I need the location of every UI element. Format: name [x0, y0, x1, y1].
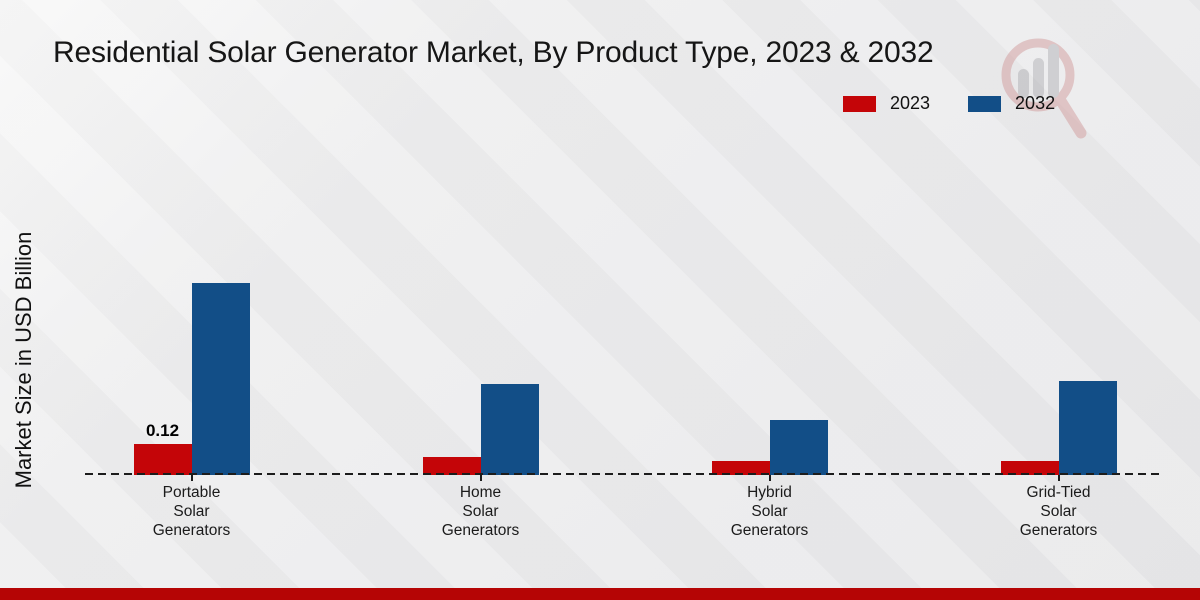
bar-2032 [769, 420, 828, 475]
axis-tick [190, 475, 193, 481]
bar-2032 [1058, 381, 1117, 475]
legend: 2023 2032 [843, 93, 1055, 114]
magnifier-lens-icon [1001, 38, 1075, 112]
magnifier-handle-icon [1055, 95, 1087, 139]
category-label: Grid-Tied Solar Generators [1019, 484, 1098, 539]
x-axis-dashed-line [85, 473, 1163, 475]
legend-swatch [843, 95, 876, 112]
legend-item-2023: 2023 [843, 93, 930, 114]
axis-tick [479, 475, 482, 481]
legend-swatch [968, 95, 1002, 112]
category-label: Hybrid Solar Generators [730, 484, 809, 539]
bar-2023: 0.12 [133, 421, 192, 475]
legend-label: 2032 [1015, 93, 1056, 113]
bar-2023 [711, 461, 770, 475]
y-axis-label: Market Size in USD Billion [11, 231, 36, 489]
bar-value-label: 0.12 [145, 421, 180, 440]
bar-2032 [480, 384, 539, 475]
axis-tick [768, 475, 771, 481]
bar-2032 [191, 283, 250, 475]
axis-tick [1057, 475, 1060, 481]
legend-label: 2023 [890, 93, 931, 113]
category-label: Home Solar Generators [441, 484, 520, 539]
bar-2023 [1000, 461, 1059, 475]
watermark-magnifier-logo [1001, 38, 1087, 139]
logo-bar-medium-icon [1033, 58, 1044, 98]
footer-stripe [0, 588, 1200, 600]
logo-bar-large-icon [1048, 44, 1059, 98]
logo-bar-small-icon [1018, 69, 1029, 98]
chart-title: Residential Solar Generator Market, By P… [53, 36, 934, 69]
category-label: Portable Solar Generators [152, 484, 231, 539]
legend-item-2032: 2032 [968, 93, 1055, 114]
bar-2023 [422, 457, 481, 475]
